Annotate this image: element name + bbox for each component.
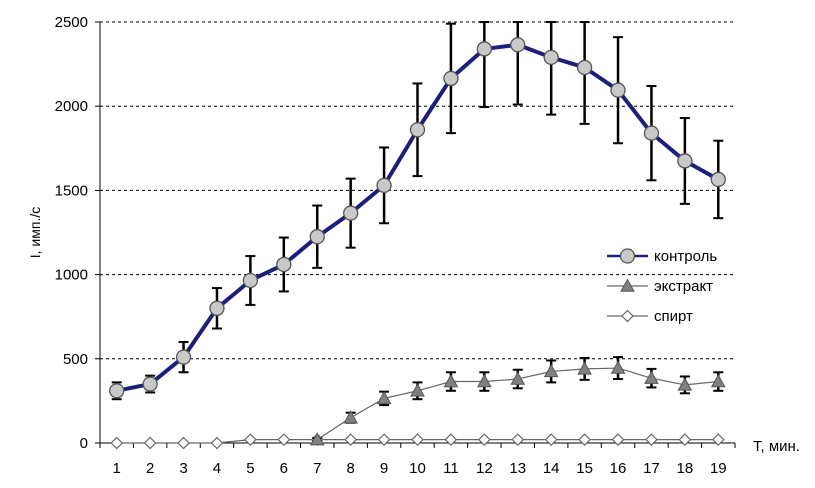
data-point	[343, 410, 359, 424]
x-tick-label: 2	[146, 460, 154, 477]
series-layer	[109, 21, 726, 450]
data-point	[277, 433, 291, 446]
data-point	[444, 433, 458, 446]
x-tick-label: 12	[476, 460, 493, 477]
legend-label: контроль	[654, 248, 717, 265]
x-tick-label: 5	[246, 460, 254, 477]
x-tick-label: 10	[409, 460, 426, 477]
data-point	[543, 49, 559, 66]
data-point	[644, 370, 659, 384]
series-спирт	[110, 433, 725, 450]
y-tick-label: 500	[63, 351, 88, 368]
y-tick-label: 1500	[55, 182, 88, 199]
data-point	[276, 256, 292, 273]
x-axis-label: T, мин.	[753, 438, 800, 455]
legend-marker	[621, 309, 634, 323]
x-tick-label: 7	[313, 460, 321, 477]
data-point	[477, 433, 491, 446]
data-point	[376, 177, 392, 193]
data-point	[410, 383, 425, 397]
data-point	[242, 272, 259, 289]
data-point	[343, 205, 359, 221]
data-point	[309, 229, 325, 245]
data-point	[376, 390, 392, 405]
data-point	[576, 59, 593, 76]
data-point	[511, 433, 525, 446]
y-tick-label: 1000	[55, 267, 88, 284]
data-point	[309, 432, 325, 446]
legend-item-спирт: спирт	[607, 308, 693, 325]
data-point	[476, 41, 492, 57]
data-point	[143, 436, 157, 450]
x-tick-label: 17	[643, 460, 660, 477]
data-point	[443, 70, 459, 87]
legend-label: экстракт	[654, 278, 713, 295]
y-tick-label: 0	[80, 435, 88, 452]
data-point	[577, 361, 592, 375]
data-point	[409, 122, 426, 138]
x-tick-label: 15	[576, 460, 593, 477]
data-point	[210, 436, 224, 450]
data-point	[710, 171, 726, 188]
grid-lines	[100, 21, 735, 360]
data-point	[678, 433, 692, 446]
data-point	[645, 433, 658, 446]
data-point	[209, 300, 225, 316]
legend-marker	[620, 278, 635, 292]
data-point	[109, 383, 125, 399]
x-tick-label: 3	[179, 460, 187, 477]
data-point	[610, 360, 626, 374]
data-point	[443, 374, 459, 388]
data-point	[476, 374, 492, 388]
x-tick-label: 11	[443, 460, 459, 477]
y-tick-label: 2000	[55, 98, 88, 115]
data-point	[677, 377, 693, 391]
data-point	[177, 436, 190, 450]
legend-marker	[619, 248, 636, 264]
data-point	[377, 433, 391, 446]
data-point	[510, 371, 526, 385]
x-tick-label: 4	[213, 460, 221, 477]
data-point	[110, 436, 124, 450]
series-контроль	[109, 21, 726, 401]
data-point	[544, 433, 558, 446]
data-point	[510, 37, 526, 53]
data-point	[610, 82, 626, 98]
data-point	[244, 433, 257, 446]
data-point	[411, 433, 424, 446]
x-tick-label: 6	[280, 460, 288, 477]
x-tick-labels: 1 2 3 4 5 6 7 8 9 10 11 12 13 14 15 16 17 18 19	[99, 443, 736, 477]
legend: контроль экстракт спирт	[607, 248, 717, 325]
data-point	[175, 349, 192, 365]
y-axis-label: I, имп./с	[27, 207, 43, 258]
y-tick-label: 2500	[55, 14, 88, 31]
data-point	[677, 153, 693, 169]
legend-item-экстракт: экстракт	[607, 278, 713, 295]
x-tick-label: 8	[346, 460, 354, 477]
data-point	[611, 433, 625, 446]
x-tick-label: 9	[380, 460, 388, 477]
x-tick-label: 14	[543, 460, 560, 477]
x-tick-label: 16	[610, 460, 627, 477]
data-point	[543, 363, 559, 378]
data-point	[578, 433, 591, 446]
data-point	[142, 376, 158, 392]
data-point	[643, 125, 660, 141]
legend-item-контроль: контроль	[607, 248, 717, 265]
legend-label: спирт	[654, 308, 693, 325]
series-экстракт	[309, 356, 726, 446]
x-tick-label: 13	[509, 460, 526, 477]
x-tick-label: 18	[677, 460, 694, 477]
data-point	[710, 374, 726, 388]
data-point	[711, 433, 725, 446]
x-tick-label: 1	[113, 460, 121, 477]
y-tick-labels: 0 500 1000 1500 2000 2500	[55, 14, 100, 452]
x-tick-label: 19	[710, 460, 727, 477]
data-point	[344, 433, 358, 446]
